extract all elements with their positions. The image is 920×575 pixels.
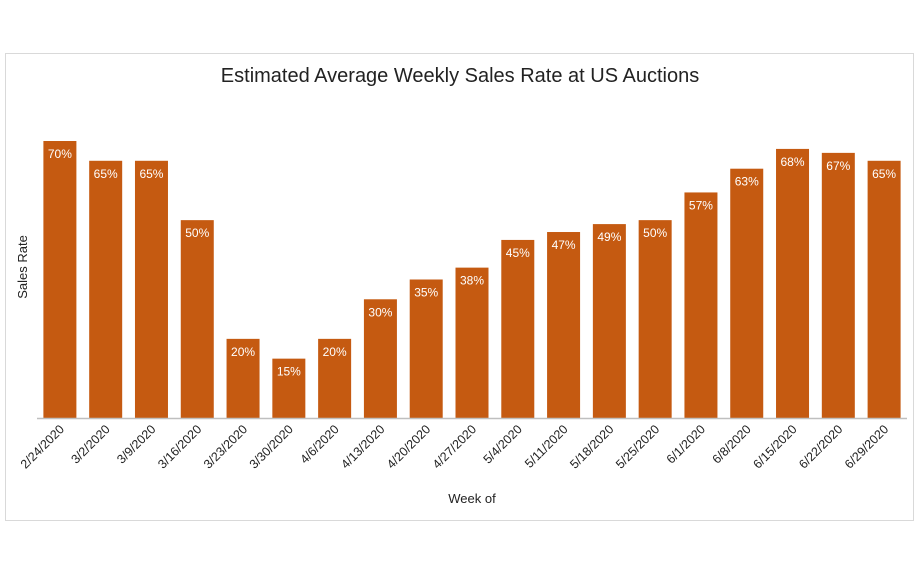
bar: [547, 232, 581, 418]
bar: [272, 358, 306, 418]
data-label: 38%: [460, 274, 484, 288]
bar: [134, 160, 168, 419]
data-label: 65%: [872, 167, 896, 181]
data-label: 35%: [414, 286, 438, 300]
bar: [318, 338, 352, 418]
x-tick-label: 6/15/2020: [750, 422, 799, 471]
data-label: 57%: [689, 198, 713, 212]
bar: [501, 239, 535, 418]
bar: [363, 299, 397, 418]
data-label: 70%: [48, 147, 72, 161]
data-label: 45%: [506, 246, 530, 260]
bar: [43, 141, 77, 418]
data-label: 47%: [552, 238, 576, 252]
x-tick-label: 6/29/2020: [842, 422, 891, 471]
x-tick-label: 3/16/2020: [155, 422, 204, 471]
data-label: 65%: [94, 167, 118, 181]
data-label: 68%: [781, 155, 805, 169]
bar: [592, 224, 626, 418]
x-tick-label: 2/24/2020: [18, 422, 67, 471]
x-tick-label: 3/30/2020: [247, 422, 296, 471]
x-tick-label: 4/27/2020: [430, 422, 479, 471]
data-label: 30%: [368, 305, 392, 319]
chart-title: Estimated Average Weekly Sales Rate at U…: [221, 65, 699, 87]
x-axis-label: Week of: [448, 491, 496, 506]
x-tick-label: 3/2/2020: [68, 422, 112, 466]
data-label: 65%: [139, 167, 163, 181]
bar: [226, 338, 260, 418]
x-tick-label: 5/18/2020: [567, 422, 616, 471]
bar: [867, 160, 901, 419]
x-tick-label: 3/23/2020: [201, 422, 250, 471]
x-tick-label: 6/22/2020: [796, 422, 845, 471]
x-tick-label: 5/11/2020: [522, 422, 571, 471]
x-tick-label: 6/8/2020: [710, 422, 754, 466]
x-tick-label: 6/1/2020: [664, 422, 708, 466]
data-label: 20%: [323, 345, 347, 359]
data-label: 20%: [231, 345, 255, 359]
x-tick-label: 5/4/2020: [481, 422, 525, 466]
bar: [730, 168, 764, 418]
bar: [409, 279, 443, 418]
data-label: 67%: [826, 159, 850, 173]
data-label: 50%: [185, 226, 209, 240]
data-label: 15%: [277, 365, 301, 379]
bar: [89, 160, 123, 419]
bar: [638, 220, 672, 418]
x-tick-label: 4/13/2020: [338, 422, 387, 471]
bar: [180, 220, 214, 418]
y-axis-label: Sales Rate: [15, 235, 30, 299]
x-tick-label: 4/6/2020: [297, 422, 341, 466]
bar: [776, 148, 810, 418]
x-tick-label: 3/9/2020: [114, 422, 158, 466]
data-label: 50%: [643, 226, 667, 240]
bar: [684, 192, 718, 418]
bar: [455, 267, 489, 418]
data-label: 63%: [735, 175, 759, 189]
x-tick-label: 5/25/2020: [613, 422, 662, 471]
x-tick-label: 4/20/2020: [384, 422, 433, 471]
bar: [821, 152, 855, 418]
data-label: 49%: [597, 230, 621, 244]
chart-frame: [5, 53, 914, 521]
